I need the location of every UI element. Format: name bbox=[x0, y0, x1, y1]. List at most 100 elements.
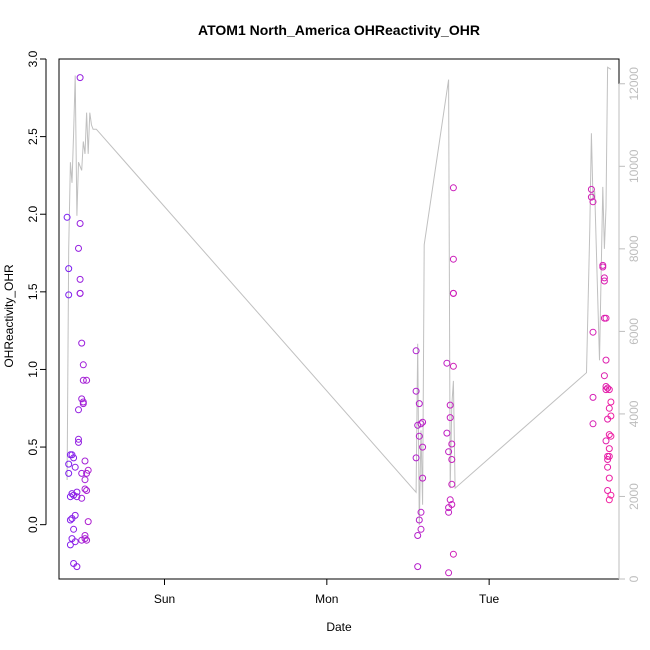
data-point bbox=[66, 541, 74, 549]
data-point bbox=[449, 289, 457, 297]
x-tick-label: Tue bbox=[479, 592, 500, 606]
data-point bbox=[65, 265, 73, 273]
data-point bbox=[415, 432, 423, 440]
x-tick-label: Mon bbox=[315, 592, 338, 606]
y-tick-label: 0.5 bbox=[26, 438, 40, 455]
data-point bbox=[600, 372, 608, 380]
data-point bbox=[65, 291, 73, 299]
data-point bbox=[79, 400, 87, 408]
data-point bbox=[602, 356, 610, 364]
data-point bbox=[415, 400, 423, 408]
data-point bbox=[587, 193, 595, 201]
data-point bbox=[412, 387, 420, 395]
data-point bbox=[417, 525, 425, 533]
data-point bbox=[81, 457, 89, 465]
data-point bbox=[76, 74, 84, 82]
data-point bbox=[604, 487, 612, 494]
data-point bbox=[605, 496, 613, 504]
y-tick-label: 1.5 bbox=[26, 283, 40, 300]
data-point bbox=[81, 485, 89, 493]
x-tick-label: Sun bbox=[154, 592, 175, 606]
data-point bbox=[419, 474, 427, 482]
data-point bbox=[419, 418, 427, 426]
data-point bbox=[414, 421, 422, 429]
data-point bbox=[443, 429, 451, 437]
data-point bbox=[600, 277, 608, 285]
y-tick-label: 2.0 bbox=[26, 206, 40, 223]
data-point bbox=[605, 452, 613, 460]
data-point bbox=[65, 460, 73, 468]
data-point bbox=[602, 386, 610, 394]
y2-tick-label: 12000 bbox=[627, 67, 641, 101]
chart-title: ATOM1 North_America OHReactivity_OHR bbox=[198, 22, 480, 38]
axes: 0.0 0.5 1.0 1.5 2.0 2.5 3.0 0 2000 4000 6000 8000 10… bbox=[26, 50, 641, 606]
data-point bbox=[68, 490, 76, 498]
x-axis-label: Date bbox=[326, 620, 352, 634]
data-point bbox=[84, 518, 92, 526]
data-point bbox=[599, 263, 607, 271]
y-axis-label: OHReactivity_OHR bbox=[2, 264, 16, 368]
data-point bbox=[448, 440, 456, 448]
data-point bbox=[446, 414, 454, 422]
data-point bbox=[448, 480, 456, 488]
data-point bbox=[417, 420, 425, 428]
data-point bbox=[84, 466, 92, 474]
data-point bbox=[65, 469, 73, 477]
data-point bbox=[602, 314, 610, 322]
data-point bbox=[605, 445, 613, 453]
data-point bbox=[589, 393, 597, 401]
data-point bbox=[78, 536, 86, 544]
y-tick-label: 3.0 bbox=[26, 50, 40, 67]
data-point bbox=[78, 494, 86, 502]
data-point bbox=[412, 347, 420, 355]
data-point bbox=[70, 525, 78, 533]
right-axis-series-line bbox=[66, 66, 612, 526]
data-point bbox=[446, 496, 454, 504]
data-point bbox=[412, 454, 420, 462]
data-point bbox=[604, 463, 612, 471]
data-point bbox=[79, 376, 87, 384]
data-point bbox=[419, 443, 427, 451]
data-point bbox=[81, 476, 89, 484]
data-point bbox=[63, 213, 71, 221]
data-point bbox=[600, 274, 608, 282]
y2-tick-label: 4000 bbox=[627, 400, 641, 427]
data-point bbox=[607, 398, 615, 406]
data-point bbox=[445, 448, 453, 456]
data-point bbox=[443, 359, 451, 367]
y2-tick-label: 8000 bbox=[627, 235, 641, 262]
data-point bbox=[71, 511, 79, 519]
data-point bbox=[417, 508, 425, 516]
data-point bbox=[445, 508, 453, 516]
data-point bbox=[83, 487, 91, 494]
data-point bbox=[83, 536, 91, 544]
data-point bbox=[83, 376, 91, 384]
data-point bbox=[607, 491, 615, 499]
data-point bbox=[589, 420, 597, 428]
data-point bbox=[449, 362, 457, 370]
data-point bbox=[75, 435, 82, 443]
data-point bbox=[75, 406, 82, 414]
data-point bbox=[76, 289, 84, 297]
data-point bbox=[81, 532, 89, 539]
data-point bbox=[81, 535, 89, 543]
data-point bbox=[607, 432, 615, 440]
data-point bbox=[449, 255, 457, 263]
data-point bbox=[414, 532, 422, 539]
data-point bbox=[587, 185, 595, 193]
data-point bbox=[76, 220, 84, 227]
data-point bbox=[414, 563, 422, 571]
series-line bbox=[66, 66, 612, 526]
y2-tick-label: 10000 bbox=[627, 149, 641, 183]
data-point bbox=[605, 404, 613, 412]
data-point bbox=[607, 412, 615, 420]
data-point bbox=[76, 275, 84, 283]
data-point bbox=[446, 401, 454, 409]
data-point bbox=[75, 438, 82, 446]
data-point bbox=[605, 474, 613, 482]
data-point bbox=[73, 493, 81, 501]
data-point bbox=[602, 437, 610, 445]
data-point bbox=[79, 361, 87, 369]
data-point bbox=[73, 488, 81, 496]
